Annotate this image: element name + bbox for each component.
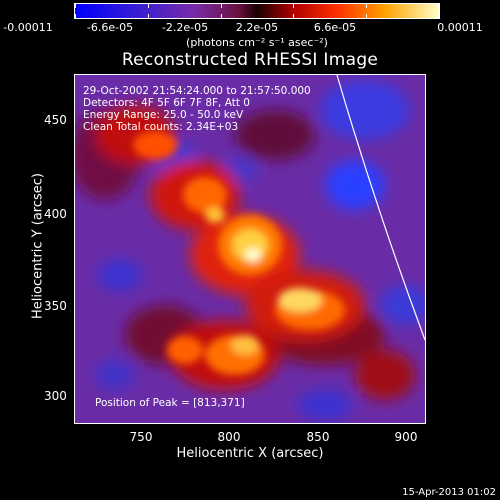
colorbar-tick-label: 0.00011 (437, 21, 483, 34)
colorbar (74, 3, 440, 19)
timestamp: 15-Apr-2013 01:02 (402, 487, 496, 498)
x-tick-label: 750 (129, 430, 153, 444)
x-tick-label: 900 (394, 430, 418, 444)
y-tick-label: 400 (44, 207, 67, 221)
x-axis-label: Heliocentric X (arcsec) (176, 446, 324, 461)
annotation-energy: Energy Range: 25.0 - 50.0 keV (83, 109, 244, 121)
rhessi-map (75, 75, 425, 423)
x-tick-label: 850 (306, 430, 330, 444)
y-axis-label: Heliocentric Y (arcsec) (30, 173, 46, 319)
plot-title: Reconstructed RHESSI Image (121, 50, 379, 70)
annotation-peak: Position of Peak = [813,371] (95, 397, 245, 409)
annotation-clean: Clean Total counts: 2.34E+03 (83, 121, 239, 133)
colorbar-tick-label: -2.2e-05 (161, 21, 209, 34)
colorbar-tick-label: 2.2e-05 (235, 21, 279, 34)
colorbar-tick-label: -6.6e-05 (86, 21, 134, 34)
rhessi-image: 29-Oct-2002 21:54:24.000 to 21:57:50.000… (74, 74, 426, 424)
y-tick-label: 300 (44, 389, 67, 403)
colorbar-tick-label: 6.6e-05 (313, 21, 357, 34)
colorbar-tick-label: -0.00011 (3, 21, 53, 34)
annotation-time-range: 29-Oct-2002 21:54:24.000 to 21:57:50.000 (83, 85, 311, 97)
annotation-detectors: Detectors: 4F 5F 6F 7F 8F, Att 0 (83, 97, 250, 109)
y-tick-label: 450 (44, 113, 67, 127)
colorbar-units: (photons cm⁻² s⁻¹ asec⁻²) (186, 36, 328, 49)
y-tick-label: 350 (44, 299, 67, 313)
x-tick-label: 800 (217, 430, 241, 444)
